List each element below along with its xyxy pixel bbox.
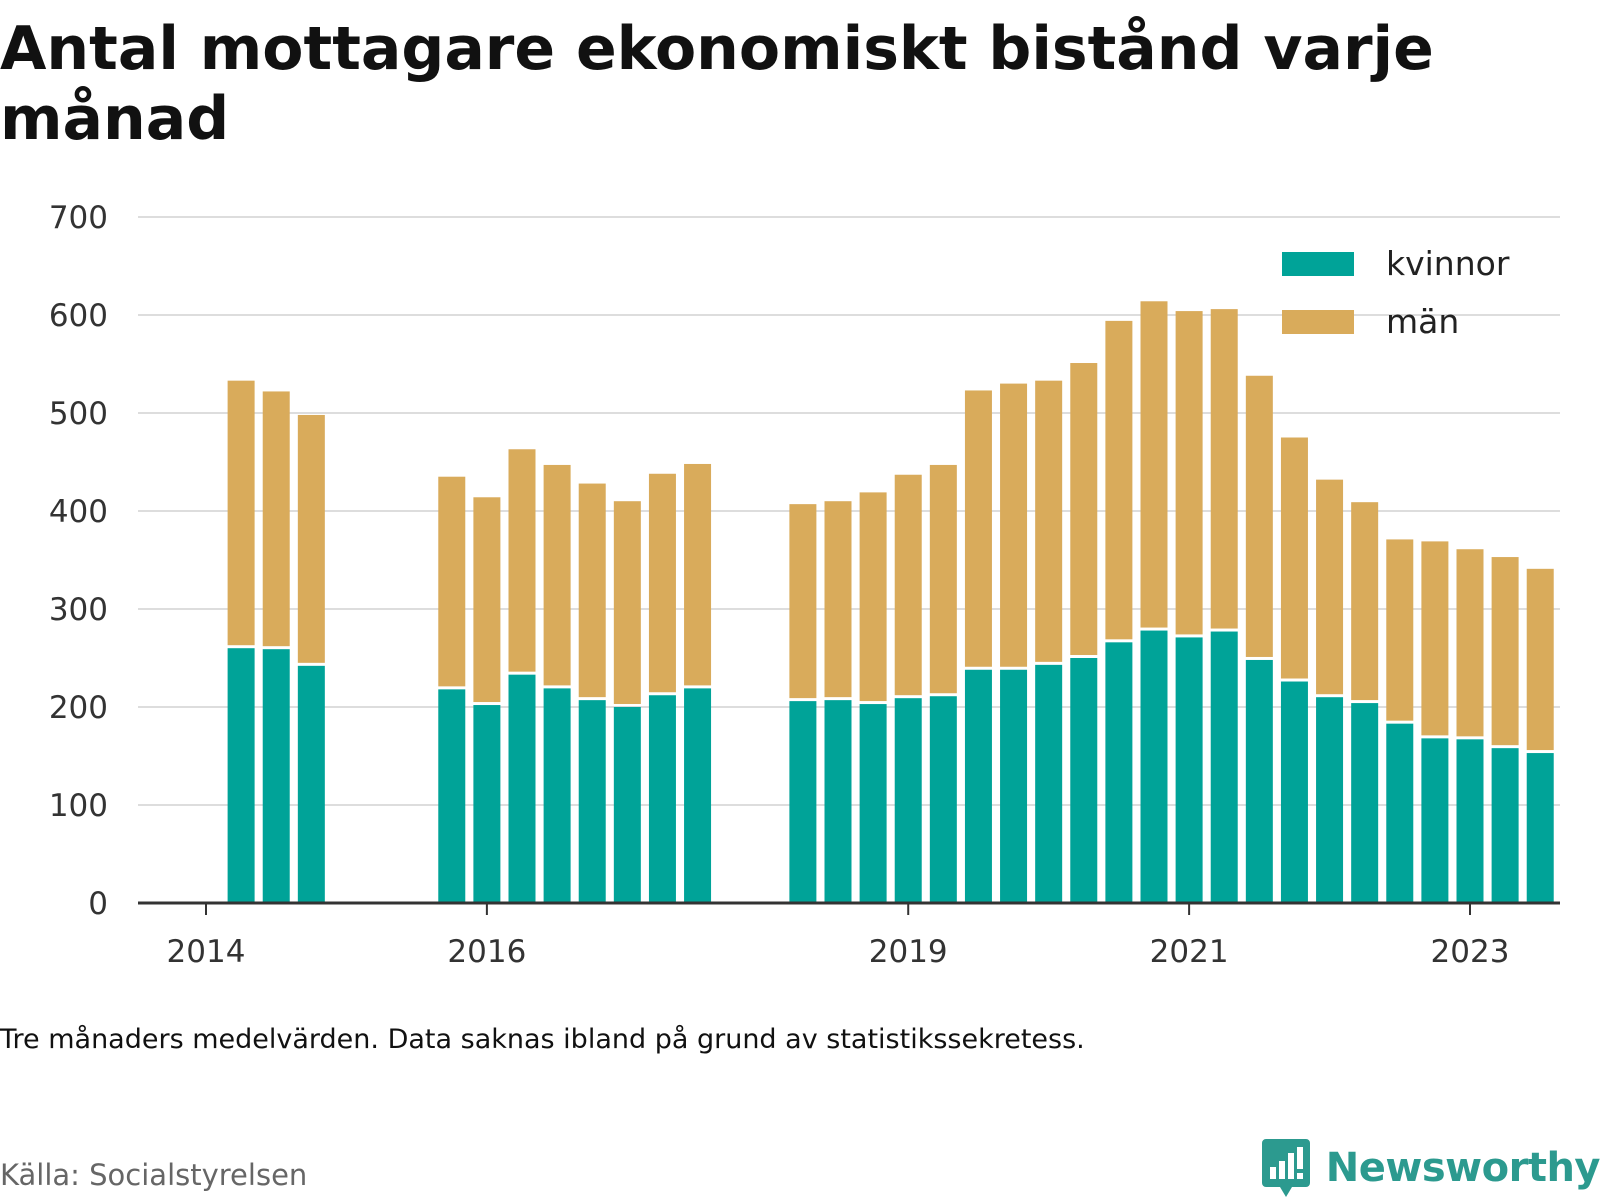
y-tick-label: 700: [49, 200, 108, 236]
bar-man: [227, 380, 255, 646]
bar-kvinnor: [894, 698, 922, 903]
bar-kvinnor: [1316, 697, 1344, 903]
bar-kvinnor: [297, 665, 325, 903]
bar-kvinnor: [1421, 738, 1449, 903]
bar-kvinnor: [1140, 630, 1168, 903]
bar-kvinnor: [1491, 748, 1519, 903]
bar-man: [543, 464, 571, 686]
bar-man: [1140, 301, 1168, 628]
bar-kvinnor: [227, 648, 255, 903]
bar-kvinnor: [824, 700, 852, 903]
legend-label: män: [1386, 302, 1459, 341]
source-credit: Källa: Socialstyrelsen: [0, 1158, 308, 1192]
y-tick-label: 400: [49, 494, 108, 530]
bar-kvinnor: [929, 696, 957, 903]
bar-man: [578, 483, 606, 698]
bar-man: [438, 476, 466, 687]
bar-kvinnor: [964, 669, 992, 903]
bar-man: [894, 474, 922, 696]
bar-man: [1386, 539, 1414, 721]
legend-swatch: [1282, 252, 1354, 276]
bar-man: [1526, 568, 1554, 751]
bar-kvinnor: [543, 688, 571, 903]
bar-man: [1280, 437, 1308, 679]
x-tick-label: 2023: [1431, 934, 1510, 970]
x-tick-label: 2014: [167, 934, 246, 970]
bar-man: [789, 504, 817, 699]
bar-kvinnor: [1105, 642, 1133, 903]
x-tick-label: 2016: [447, 934, 526, 970]
y-tick-label: 300: [49, 592, 108, 628]
x-tick-label: 2019: [869, 934, 948, 970]
bar-man: [684, 463, 712, 686]
bar-man: [824, 501, 852, 698]
bar-kvinnor: [473, 705, 501, 903]
bar-man: [1421, 541, 1449, 736]
bar-man: [1245, 375, 1273, 657]
legend-swatch: [1282, 310, 1354, 334]
y-tick-label: 200: [49, 690, 108, 726]
bar-chart-speech-bubble-icon: [1261, 1139, 1310, 1197]
bar-man: [1351, 502, 1379, 701]
bar-man: [964, 390, 992, 667]
bar-kvinnor: [1070, 658, 1098, 903]
bar-kvinnor: [1280, 681, 1308, 903]
bar-man: [1456, 549, 1484, 737]
y-tick-label: 600: [49, 298, 108, 334]
y-tick-label: 500: [49, 396, 108, 432]
bar-kvinnor: [1000, 669, 1028, 903]
bar-man: [648, 473, 676, 693]
bar-kvinnor: [789, 701, 817, 903]
x-axis: 2014 2016 2019 2021 2023: [138, 901, 1560, 970]
bar-man: [1316, 479, 1344, 695]
bar-kvinnor: [684, 688, 712, 903]
bar-man: [613, 501, 641, 704]
bar-kvinnor: [1035, 664, 1063, 903]
bar-man: [1175, 311, 1203, 635]
bar-kvinnor: [1526, 753, 1554, 903]
bar-kvinnor: [262, 649, 290, 903]
legend: kvinnor män: [1282, 244, 1510, 341]
bar-man: [1105, 320, 1133, 640]
bar-kvinnor: [1456, 739, 1484, 903]
legend-label: kvinnor: [1386, 244, 1510, 283]
bar-kvinnor: [1245, 659, 1273, 903]
bar-man: [1000, 383, 1028, 667]
brand-name: Newsworthy: [1325, 1145, 1600, 1191]
bar-kvinnor: [648, 695, 676, 903]
y-axis-ticks: 0 100 200 300 400 500 600 700: [49, 200, 108, 922]
y-tick-label: 0: [88, 886, 108, 922]
bar-man: [859, 492, 887, 702]
bar-man: [473, 497, 501, 703]
bar-man: [929, 464, 957, 694]
bar-man: [262, 391, 290, 647]
bar-kvinnor: [1175, 637, 1203, 903]
bar-kvinnor: [1210, 631, 1238, 903]
bar-kvinnor: [438, 689, 466, 903]
bar-man: [1491, 557, 1519, 746]
bar-kvinnor: [1386, 723, 1414, 903]
bar-man: [1210, 309, 1238, 629]
bar-kvinnor: [613, 707, 641, 903]
bar-kvinnor: [578, 700, 606, 903]
brand-logo: Newsworthy: [1261, 1138, 1600, 1198]
x-tick-label: 2021: [1150, 934, 1229, 970]
bar-kvinnor: [859, 704, 887, 903]
bar-man: [1035, 380, 1063, 662]
bar-man: [508, 449, 536, 672]
bar-man: [297, 414, 325, 663]
bar-kvinnor: [508, 674, 536, 903]
bars: [227, 301, 1554, 903]
bar-kvinnor: [1351, 703, 1379, 903]
bar-man: [1070, 363, 1098, 655]
chart-note: Tre månaders medelvärden. Data saknas ib…: [0, 1024, 1085, 1055]
y-tick-label: 100: [49, 788, 108, 824]
chart-title: Antal mottagare ekonomiskt bistånd varje…: [0, 14, 1434, 154]
